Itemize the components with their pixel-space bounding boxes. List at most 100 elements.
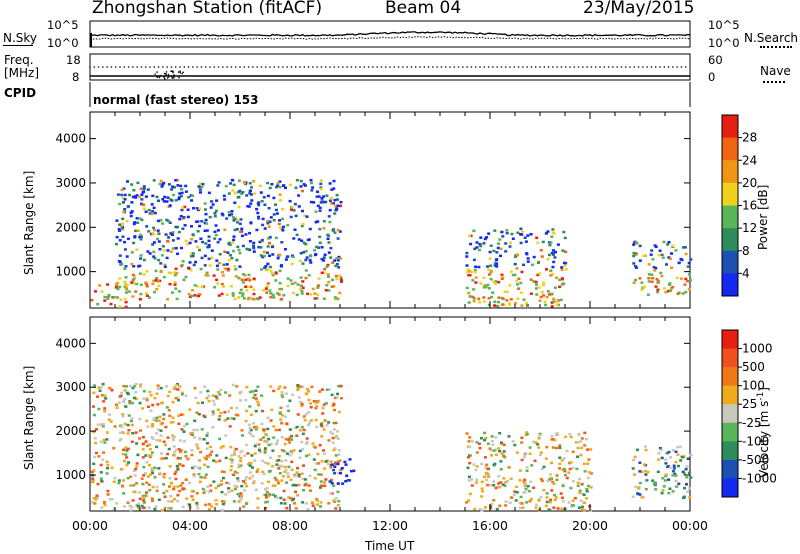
velocity-echo-cell [149,409,153,412]
velocity-echo-cell [308,421,311,424]
velocity-echo-cell [204,473,208,476]
nave-point [192,66,194,68]
power-echo-cell [299,252,303,255]
velocity-echo-cell [166,394,170,398]
power-echo-cell [161,245,165,248]
velocity-echo-cell [93,384,96,387]
power-echo-cell [207,239,211,243]
time-tick-label: 20:00 [572,518,608,533]
power-echo-cell [204,212,208,216]
velocity-echo-cell [529,497,533,501]
power-echo-cell [496,246,500,250]
velocity-echo-cell [248,426,252,430]
velocity-echo-cell [269,385,273,388]
velocity-echo-cell [284,469,288,472]
power-echo-cell [322,227,326,230]
power-echo-cell [655,277,659,281]
power-echo-cell [118,277,122,280]
nave-point [539,66,541,68]
velocity-echo-cell [140,477,144,480]
power-echo-cell [487,232,491,235]
velocity-echo-cell [576,440,580,444]
power-echo-cell [519,233,522,236]
power-echo-cell [491,291,495,294]
velocity-echo-cell [475,465,479,468]
velocity-echo-cell [300,402,304,406]
nave-point [650,66,653,68]
velocity-echo-cell [157,498,161,501]
power-echo-cell [171,231,175,234]
velocity-echo-cell [100,479,104,483]
power-echo-cell [314,253,318,256]
power-echo-cell [338,274,342,277]
power-echo-cell [520,230,524,233]
velocity-echo-cell [681,470,685,474]
nave-tick-bottom: 0 [708,70,716,84]
velocity-echo-cell [232,450,236,453]
power-echo-cell [632,243,636,246]
power-echo-cell [327,215,331,218]
power-echo-cell [258,240,262,244]
velocity-echo-cell [162,491,166,495]
velocity-echo-cell [173,497,176,501]
velocity-echo-cell [297,475,301,478]
velocity-echo-cell [276,479,280,483]
velocity-echo-cell [187,457,191,460]
power-echo-cell [303,184,307,187]
velocity-echo-cell [336,503,340,507]
power-echo-cell [181,227,185,230]
velocity-echo-cell [265,439,269,442]
power-echo-cell [689,278,692,282]
power-echo-cell [312,201,316,204]
power-echo-cell [670,266,674,269]
velocity-echo-cell [290,460,294,464]
velocity-echo-cell [285,422,289,426]
nave-point [324,66,327,68]
power-echo-cell [240,278,244,281]
velocity-echo-cell [155,419,159,422]
power-echo-cell [477,297,481,301]
velocity-echo-cell [92,497,96,500]
power-echo-cell [653,269,657,272]
velocity-echo-cell [102,438,106,442]
power-echo-cell [153,211,157,215]
velocity-echo-cell [125,449,129,452]
nsearch-tick-bottom: 10^0 [708,36,740,50]
power-echo-cell [260,200,264,203]
velocity-echo-cell [217,484,221,488]
velocity-echo-cell [195,411,199,414]
power-echo-cell [314,220,318,224]
power-echo-cell [158,182,162,186]
velocity-echo-cell [160,452,163,455]
velocity-echo-cell [130,417,134,420]
power-echo-cell [174,247,178,250]
velocity-echo-cell [520,458,524,462]
power-echo-cell [130,183,134,186]
power-echo-cell [525,252,529,255]
velocity-echo-cell [668,466,672,469]
velocity-echo-cell [208,453,212,456]
power-echo-cell [180,191,184,195]
power-echo-cell [98,284,102,287]
power-echo-cell [225,293,229,296]
velocity-echo-cell [103,441,107,444]
power-echo-cell [278,269,282,273]
power-echo-cell [662,287,666,290]
power-echo-cell [278,185,282,189]
velocity-echo-cell [234,413,238,417]
velocity-echo-cell [319,480,323,483]
power-echo-cell [249,285,253,289]
velocity-echo-cell [296,494,300,497]
power-echo-cell [487,273,491,276]
velocity-echo-cell [646,470,650,474]
power-echo-cell [154,269,158,273]
power-echo-cell [216,282,220,285]
nave-point [153,66,156,68]
velocity-echo-cell [196,447,200,450]
power-echo-cell [544,303,547,307]
power-echo-cell [241,244,245,248]
power-echo-cell [632,262,636,265]
velocity-echo-cell [173,472,177,476]
power-echo-cell [492,280,496,283]
velocity-echo-cell [294,490,297,493]
